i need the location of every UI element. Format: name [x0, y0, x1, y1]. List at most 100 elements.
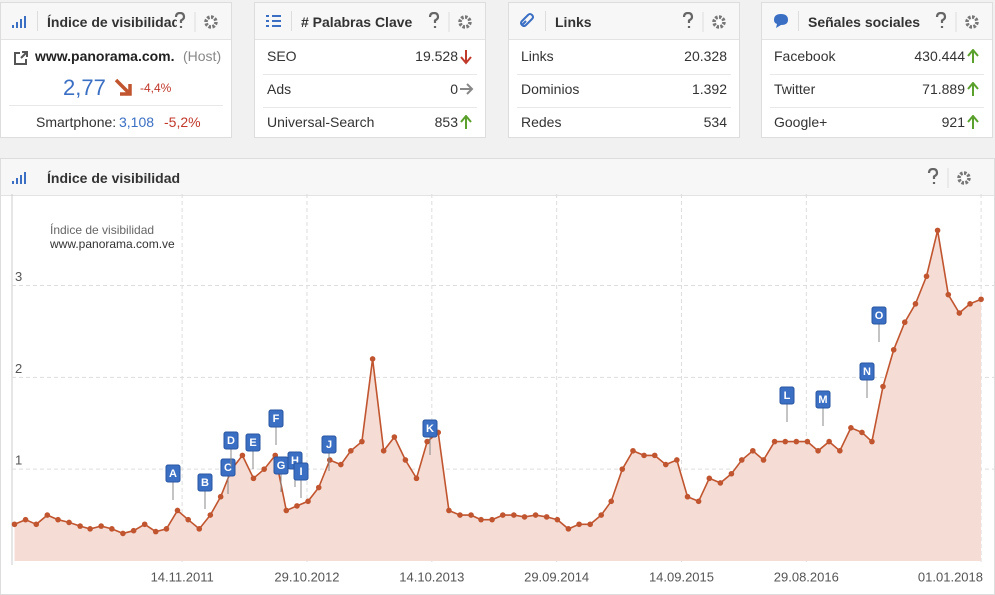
settings-icon[interactable]: [458, 15, 472, 29]
annotation-label[interactable]: D: [227, 435, 235, 447]
trend-icon: [114, 78, 132, 96]
data-point: [554, 516, 561, 523]
external-link: [14, 51, 28, 65]
row-value: 430.444: [914, 48, 965, 64]
chat-icon: [774, 14, 788, 28]
row-label: Universal-Search: [267, 114, 375, 130]
data-point: [912, 301, 919, 307]
widget-header: Señales sociales: [762, 3, 992, 40]
help-icon[interactable]: [174, 12, 186, 28]
annotation-box[interactable]: [815, 390, 831, 409]
data-point: [283, 507, 290, 514]
annotation-label[interactable]: F: [273, 413, 280, 425]
data-point: [446, 507, 452, 514]
annotation-label[interactable]: M: [818, 394, 827, 406]
annotation-label[interactable]: E: [249, 437, 256, 449]
row-value: 1.392: [691, 81, 727, 97]
data-point: [619, 466, 626, 472]
widget-icon: [774, 14, 788, 28]
data-point: [565, 526, 572, 532]
row-label: Redes: [521, 114, 562, 130]
annotation-box[interactable]: [165, 464, 181, 483]
widget-title: Señales sociales: [808, 14, 921, 30]
trend-icon: [460, 83, 474, 95]
data-point: [250, 475, 257, 482]
list-icon: [266, 15, 269, 17]
settings-icon[interactable]: [957, 171, 971, 185]
data-point: [120, 530, 126, 537]
trend-arrow: [967, 82, 979, 96]
annotation-label[interactable]: A: [169, 468, 177, 480]
data-point: [239, 452, 246, 459]
data-point: [532, 512, 539, 518]
divider: [545, 11, 546, 31]
data-point: [130, 527, 137, 534]
data-point: [641, 452, 647, 459]
trend-icon: [967, 115, 979, 129]
annotation-label[interactable]: B: [201, 477, 209, 489]
widget-icon: [266, 15, 281, 27]
annotation-box[interactable]: [197, 473, 213, 492]
data-point: [174, 507, 181, 514]
annotation-box[interactable]: [422, 419, 438, 438]
help-icon[interactable]: [927, 168, 939, 184]
annotation-box[interactable]: [871, 306, 887, 325]
header-icons: [428, 12, 472, 32]
annotation-label[interactable]: J: [326, 439, 332, 451]
header-icons: [927, 168, 971, 188]
data-point: [152, 528, 159, 535]
data-point: [424, 438, 430, 445]
widget-title: Índice de visibilidad: [47, 14, 177, 30]
trend-icon: [967, 49, 979, 63]
widget-card: Índice de visibilidad www.panorama.com. (H…: [0, 2, 232, 138]
annotation-label[interactable]: O: [875, 310, 884, 322]
data-point: [587, 521, 593, 528]
annotation-box[interactable]: [859, 362, 875, 381]
row-label: Google+: [774, 114, 828, 130]
annotation-box[interactable]: [268, 409, 284, 428]
help-icon[interactable]: [428, 12, 440, 28]
annotation-label[interactable]: H: [291, 455, 299, 467]
annotation-box[interactable]: [779, 386, 795, 405]
data-point: [402, 457, 409, 463]
annotation-box[interactable]: [293, 462, 309, 481]
annotation-label[interactable]: I: [299, 466, 302, 478]
data-point: [880, 383, 886, 390]
settings-icon[interactable]: [965, 15, 979, 29]
visibility-change: -4,4%: [140, 81, 172, 95]
data-point: [934, 227, 941, 234]
list-icon: [266, 25, 269, 27]
x-tick-label: 29.09.2014: [524, 569, 589, 584]
data-point: [576, 521, 582, 528]
data-point: [782, 438, 789, 445]
help-icon[interactable]: [935, 12, 947, 28]
widget-header: Índice de visibilidad: [1, 3, 231, 40]
annotation-label[interactable]: N: [863, 366, 871, 378]
row-separator: [517, 107, 731, 108]
data-point: [499, 512, 506, 518]
annotation-label[interactable]: K: [426, 423, 434, 435]
data-point: [674, 457, 680, 463]
annotation-box[interactable]: [245, 433, 261, 452]
annotation-box[interactable]: [223, 431, 239, 450]
data-point: [468, 512, 474, 518]
annotation-label[interactable]: L: [784, 390, 791, 402]
data-point: [55, 516, 61, 523]
settings-icon[interactable]: [204, 15, 218, 29]
annotation-label[interactable]: C: [224, 462, 232, 474]
widget-title: # Palabras Clave: [301, 14, 413, 30]
data-point: [695, 498, 702, 505]
smartphone-label: Smartphone:: [36, 114, 117, 130]
help-icon[interactable]: [682, 12, 694, 28]
row-value: 0: [450, 81, 458, 97]
row-value: 921: [941, 114, 965, 130]
data-point: [521, 514, 528, 520]
data-point: [543, 514, 550, 520]
widget-icon: [12, 16, 26, 28]
data-point: [87, 526, 93, 532]
data-point: [207, 512, 214, 518]
settings-icon[interactable]: [712, 15, 726, 29]
annotation-label[interactable]: G: [277, 460, 286, 472]
annotation-box[interactable]: [321, 435, 337, 454]
separator: [9, 105, 223, 106]
